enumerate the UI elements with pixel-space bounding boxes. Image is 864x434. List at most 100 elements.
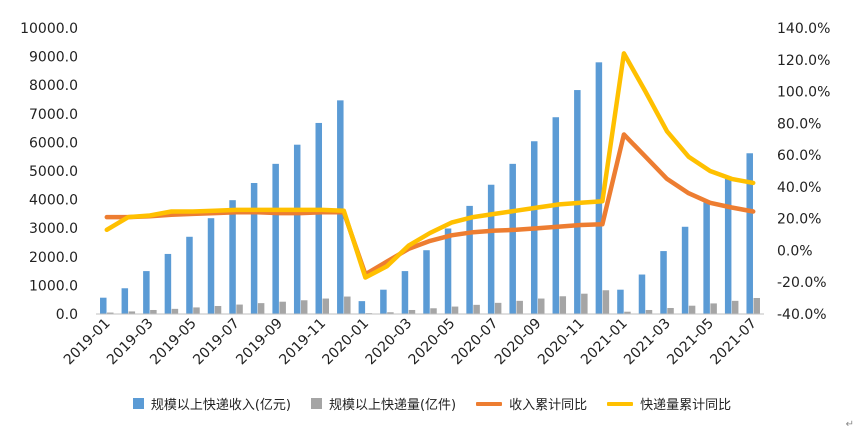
- volume-bar: [430, 308, 437, 314]
- revenue-bar: [272, 163, 279, 314]
- revenue-bar: [186, 236, 193, 314]
- left-tick-label: 10000.0: [20, 21, 78, 37]
- volume-bar: [279, 301, 286, 314]
- revenue-bar: [337, 100, 344, 314]
- revenue-bar: [444, 228, 452, 314]
- volume-bar: [516, 300, 523, 314]
- left-axis-ticks: 0.0 1000.0 2000.0 3000.0 4000.0 5000.0 6000.0 7…: [20, 21, 78, 323]
- revenue-bar: [724, 178, 732, 314]
- x-tick-label: 2020-01: [320, 316, 373, 369]
- revenue-bar: [423, 250, 430, 314]
- volume-bar: [128, 311, 136, 314]
- right-tick-label: 80.0%: [777, 116, 821, 132]
- volume-bar: [645, 309, 653, 314]
- right-tick-label: -20.0%: [777, 275, 827, 291]
- volume-bar: [150, 309, 157, 314]
- legend-swatch-revenue-yoy: [476, 401, 503, 406]
- revenue-bar: [207, 218, 215, 314]
- right-tick-label: 140.0%: [777, 21, 830, 37]
- x-tick-label: 2019-11: [276, 316, 329, 369]
- left-tick-label: 7000.0: [29, 107, 78, 123]
- right-tick-label: 20.0%: [777, 212, 821, 228]
- left-tick-label: 6000.0: [29, 135, 78, 151]
- revenue-bar: [250, 183, 258, 314]
- right-tick-label: 120.0%: [777, 53, 830, 69]
- x-tick-label: 2019-07: [190, 316, 243, 369]
- legend-item-volume-yoy: 快递量累计同比: [607, 394, 731, 413]
- legend-label-revenue-yoy: 收入累计同比: [509, 398, 588, 413]
- legend-item-volume: 规模以上快递量(亿件): [310, 394, 456, 413]
- legend-item-revenue: 规模以上快递收入(亿元): [132, 394, 291, 413]
- left-tick-label: 8000.0: [29, 78, 78, 94]
- legend-label-revenue: 规模以上快递收入(亿元): [150, 398, 291, 413]
- legend-swatch-volume-yoy: [607, 401, 634, 406]
- right-tick-label: 0.0%: [777, 243, 813, 259]
- volume-bar: [451, 306, 459, 314]
- volume-bar: [753, 297, 760, 314]
- x-tick-label: 2020-11: [535, 316, 588, 369]
- left-tick-label: 9000.0: [29, 50, 78, 66]
- volume-bar: [193, 307, 200, 314]
- revenue-bar: [487, 184, 495, 314]
- revenue-bar: [703, 202, 710, 314]
- legend-swatch-volume: [310, 398, 322, 409]
- right-tick-label: 100.0%: [777, 85, 830, 101]
- volume-bar: [731, 300, 739, 314]
- revenue-yoy-line: [104, 132, 756, 277]
- revenue-bar: [595, 62, 603, 314]
- return-mark: ↵: [845, 419, 854, 430]
- revenue-bar: [164, 253, 172, 314]
- volume-bar: [300, 300, 308, 314]
- volume-bar: [214, 305, 222, 314]
- right-tick-label: -40.0%: [777, 307, 827, 323]
- volume-bar: [408, 309, 416, 314]
- volume-bar: [171, 308, 179, 314]
- x-tick-label: 2020-03: [363, 316, 416, 369]
- right-tick-label: 40.0%: [777, 180, 821, 196]
- left-tick-label: 3000.0: [29, 221, 78, 237]
- volume-bar: [473, 304, 480, 314]
- x-tick-label: 2019-05: [147, 316, 200, 369]
- x-tick-label: 2021-05: [664, 316, 717, 369]
- legend: 规模以上快递收入(亿元) 规模以上快递量(亿件) 收入累计同比 快递量累计同比: [0, 394, 864, 413]
- revenue-bar: [401, 271, 409, 314]
- x-tick-label: 2021-01: [578, 316, 631, 369]
- volume-bar: [602, 290, 610, 314]
- revenue-bar: [746, 153, 753, 314]
- revenue-bar: [509, 163, 516, 314]
- volume-yoy-line: [104, 51, 756, 280]
- x-tick-label: 2021-07: [707, 316, 760, 369]
- x-tick-label: 2020-05: [406, 316, 459, 369]
- revenue-bar: [293, 144, 301, 314]
- revenue-bar: [552, 117, 560, 315]
- revenue-bar: [358, 301, 366, 314]
- x-tick-label: 2019-03: [104, 316, 157, 369]
- revenue-bar: [681, 226, 689, 314]
- revenue-bar: [466, 205, 473, 314]
- right-tick-label: 60.0%: [777, 148, 821, 164]
- x-axis-ticks: 2019-012019-032019-052019-072019-092019-…: [61, 316, 760, 369]
- volume-bar: [257, 303, 265, 314]
- revenue-bar: [121, 288, 129, 314]
- left-tick-label: 0.0: [56, 307, 78, 323]
- volume-bar: [236, 304, 243, 314]
- volume-bar: [624, 311, 631, 314]
- legend-swatch-revenue: [132, 398, 144, 409]
- legend-item-revenue-yoy: 收入累计同比: [476, 394, 587, 413]
- revenue-bar: [617, 289, 624, 314]
- legend-label-volume-yoy: 快递量累计同比: [640, 398, 732, 413]
- revenue-bar: [229, 200, 236, 314]
- x-tick-label: 2019-09: [233, 316, 286, 369]
- volume-bar: [344, 296, 351, 314]
- bar-series: [100, 62, 760, 315]
- volume-bar: [667, 307, 674, 314]
- volume-bar: [107, 312, 114, 314]
- revenue-bar: [380, 289, 387, 314]
- left-tick-label: 4000.0: [29, 193, 78, 209]
- x-tick-label: 2020-09: [492, 316, 545, 369]
- x-tick-label: 2020-07: [449, 316, 502, 369]
- revenue-bar: [660, 251, 667, 314]
- revenue-bar: [315, 122, 323, 315]
- volume-bar: [322, 298, 330, 314]
